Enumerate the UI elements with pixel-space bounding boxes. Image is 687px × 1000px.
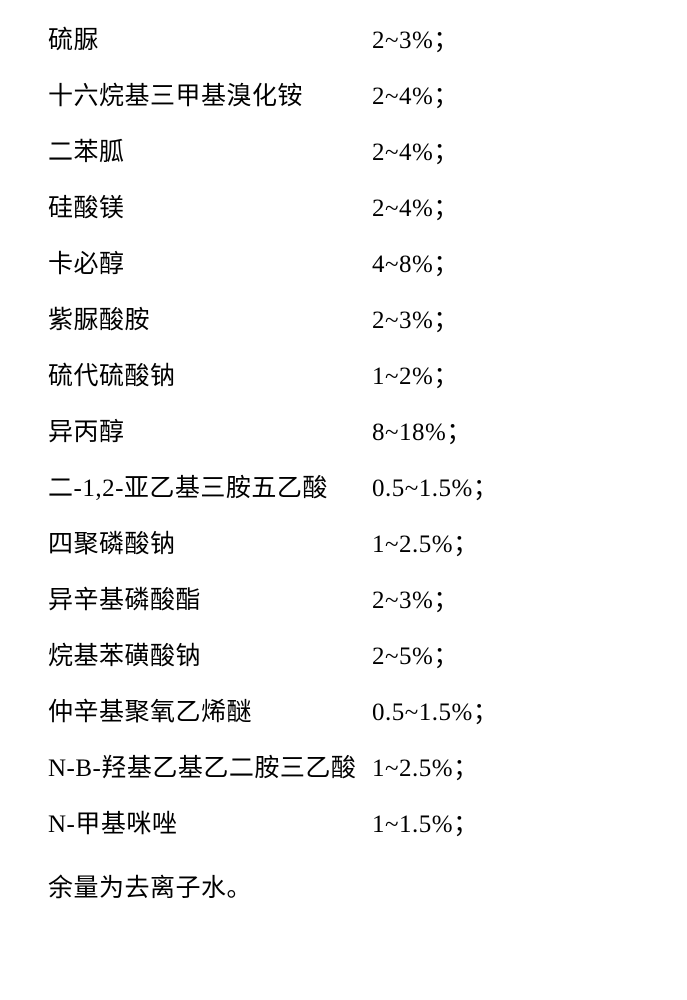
list-item: 异丙醇 8~18%； (48, 420, 647, 445)
component-name: 异辛基磷酸酯 (48, 588, 201, 613)
list-item: 烷基苯磺酸钠 2~5%； (48, 644, 647, 669)
component-value: 2~3%； (372, 28, 647, 53)
component-value: 2~4%； (372, 140, 647, 165)
component-name: 烷基苯磺酸钠 (48, 644, 201, 669)
component-name: 二苯胍 (48, 140, 125, 165)
component-name: 二-1,2-亚乙基三胺五乙酸 (48, 476, 328, 501)
list-item: N-B-羟基乙基乙二胺三乙酸 1~2.5%； (48, 756, 647, 781)
list-item: 仲辛基聚氧乙烯醚 0.5~1.5%； (48, 700, 647, 725)
component-name: N-甲基咪唑 (48, 812, 177, 837)
list-item: 二-1,2-亚乙基三胺五乙酸 0.5~1.5%； (48, 476, 647, 501)
component-name: 硫脲 (48, 28, 99, 53)
component-value: 2~5%； (372, 644, 647, 669)
footer-note: 余量为去离子水。 (48, 868, 647, 904)
component-value: 1~1.5%； (372, 812, 647, 837)
component-name: 紫脲酸胺 (48, 308, 150, 333)
component-name: 异丙醇 (48, 420, 125, 445)
composition-list: 硫脲 2~3%； 十六烷基三甲基溴化铵 2~4%； 二苯胍 2~4%； 硅酸镁 2~4%； 卡必… (0, 0, 687, 904)
component-value: 2~4%； (372, 196, 647, 221)
component-name: 硅酸镁 (48, 196, 125, 221)
component-value: 2~3%； (372, 588, 647, 613)
component-value: 1~2.5%； (372, 756, 647, 781)
component-name: 十六烷基三甲基溴化铵 (48, 84, 303, 109)
list-item: 紫脲酸胺 2~3%； (48, 308, 647, 333)
component-value: 1~2.5%； (372, 532, 647, 557)
component-value: 8~18%； (372, 420, 647, 445)
list-item: 四聚磷酸钠 1~2.5%； (48, 532, 647, 557)
component-value: 2~4%； (372, 84, 647, 109)
component-value: 0.5~1.5%； (372, 476, 647, 501)
list-item: 硫脲 2~3%； (48, 28, 647, 53)
component-value: 0.5~1.5%； (372, 700, 647, 725)
list-item: N-甲基咪唑 1~1.5%； (48, 812, 647, 837)
list-item: 硫代硫酸钠 1~2%； (48, 364, 647, 389)
component-value: 1~2%； (372, 364, 647, 389)
list-item: 十六烷基三甲基溴化铵 2~4%； (48, 84, 647, 109)
component-value: 4~8%； (372, 252, 647, 277)
component-name: 四聚磷酸钠 (48, 532, 176, 557)
component-name: N-B-羟基乙基乙二胺三乙酸 (48, 756, 356, 781)
list-item: 二苯胍 2~4%； (48, 140, 647, 165)
component-name: 硫代硫酸钠 (48, 364, 176, 389)
component-name: 卡必醇 (48, 252, 125, 277)
list-item: 卡必醇 4~8%； (48, 252, 647, 277)
list-item: 硅酸镁 2~4%； (48, 196, 647, 221)
component-name: 仲辛基聚氧乙烯醚 (48, 700, 252, 725)
list-item: 异辛基磷酸酯 2~3%； (48, 588, 647, 613)
component-value: 2~3%； (372, 308, 647, 333)
